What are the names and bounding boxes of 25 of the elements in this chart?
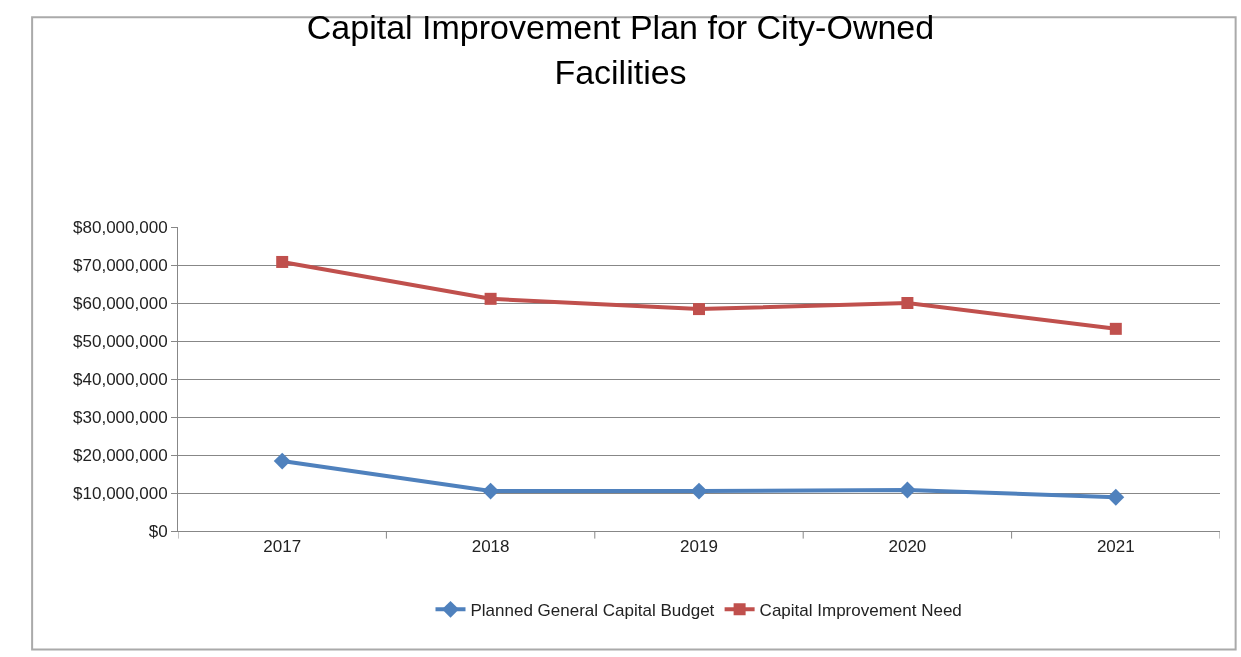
x-tick-label: 2021: [1096, 537, 1135, 557]
point: [1107, 488, 1125, 506]
x-tick-label: 2017: [263, 537, 302, 557]
point: [1109, 322, 1122, 335]
y-tick-label: $70,000,000: [73, 255, 168, 275]
y-tick-label: $50,000,000: [73, 331, 168, 351]
legend-label: Capital Improvement Need: [759, 600, 962, 620]
point: [693, 303, 705, 316]
x-tick-label: 2020: [888, 537, 927, 557]
y-tick-label: $80,000,000: [73, 217, 168, 237]
y-tick-label: $60,000,000: [73, 293, 168, 313]
point: [690, 482, 708, 500]
y-tick-label: $10,000,000: [73, 483, 168, 503]
x-tick-label: 2019: [680, 537, 718, 557]
y-tick-label: $0: [148, 521, 168, 541]
point: [901, 297, 914, 309]
point: [276, 255, 289, 268]
chart-title: Capital Improvement Plan for City-Owned Facilities: [306, 8, 935, 91]
y-tick-label: $40,000,000: [73, 369, 168, 389]
point: [273, 452, 291, 470]
x-tick-label: 2018: [471, 537, 510, 557]
y-tick-label: $20,000,000: [73, 445, 168, 465]
point: [484, 292, 497, 305]
legend-label: Planned General Capital Budget: [470, 600, 715, 620]
y-tick-label: $30,000,000: [73, 407, 168, 427]
